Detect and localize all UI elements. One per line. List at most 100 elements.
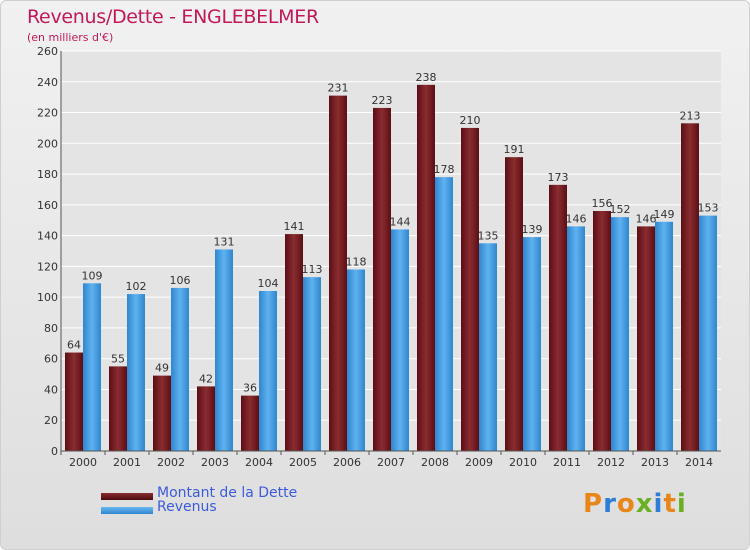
y-tick-label: 160	[37, 199, 58, 212]
chart-subtitle: (en milliers d'€)	[27, 31, 114, 44]
bar-revenus	[435, 177, 453, 451]
data-label: 223	[372, 94, 393, 107]
bar-debt	[681, 123, 699, 452]
logo-letter: t	[663, 489, 677, 519]
data-label: 213	[680, 109, 701, 122]
bar-revenus	[611, 217, 629, 451]
bar-debt	[197, 386, 215, 451]
bar-revenus	[567, 226, 585, 451]
x-tick-label: 2013	[641, 456, 669, 469]
bar-revenus	[391, 229, 409, 451]
bar-debt	[461, 127, 479, 451]
y-tick-label: 260	[37, 45, 58, 58]
data-label: 144	[390, 215, 411, 228]
y-tick-label: 0	[51, 445, 58, 458]
x-tick-label: 2011	[553, 456, 581, 469]
bar-revenus	[171, 287, 189, 451]
data-label: 152	[610, 203, 631, 216]
proxiti-logo: Proxiti	[583, 489, 687, 519]
data-label: 49	[155, 362, 169, 375]
y-tick-label: 220	[37, 107, 58, 120]
data-label: 113	[302, 263, 323, 276]
x-tick-label: 2005	[289, 456, 317, 469]
bar-debt	[417, 84, 435, 451]
bar-revenus	[479, 243, 497, 451]
legend-label-revenus: Revenus	[157, 499, 217, 515]
data-label: 153	[698, 202, 719, 215]
y-tick-label: 100	[37, 291, 58, 304]
data-label: 104	[258, 277, 279, 290]
data-label: 139	[522, 223, 543, 236]
y-tick-label: 40	[44, 383, 58, 396]
logo-letter: o	[616, 489, 636, 519]
x-tick-label: 2003	[201, 456, 229, 469]
bar-debt	[241, 395, 259, 451]
legend-swatch-debt	[101, 493, 153, 500]
bar-debt	[109, 366, 127, 451]
bar-revenus	[523, 237, 541, 451]
bar-revenus	[127, 294, 145, 451]
bar-debt	[373, 107, 391, 451]
data-label: 178	[434, 163, 455, 176]
logo-letter: r	[603, 489, 617, 519]
bar-debt	[329, 95, 347, 451]
y-tick-label: 180	[37, 168, 58, 181]
bar-debt	[65, 352, 83, 451]
data-label: 156	[592, 197, 613, 210]
data-label: 36	[243, 382, 257, 395]
data-label: 102	[126, 280, 147, 293]
bar-debt	[637, 226, 655, 451]
data-label: 146	[566, 212, 587, 225]
x-tick-label: 2001	[113, 456, 141, 469]
x-tick-label: 2000	[69, 456, 97, 469]
data-label: 64	[67, 339, 81, 352]
bar-revenus	[83, 283, 101, 451]
y-tick-label: 120	[37, 260, 58, 273]
bar-revenus	[655, 221, 673, 451]
y-tick-label: 140	[37, 230, 58, 243]
logo-letter: x	[635, 489, 654, 519]
logo-letter: P	[583, 489, 604, 519]
legend-label-debt: Montant de la Dette	[157, 485, 298, 501]
data-label: 141	[284, 220, 305, 233]
logo-letter: i	[676, 489, 687, 519]
bar-revenus	[215, 249, 233, 451]
data-label: 42	[199, 372, 213, 385]
bar-revenus	[303, 277, 321, 451]
bar-debt	[593, 211, 611, 451]
bar-debt	[285, 234, 303, 451]
data-label: 231	[328, 82, 349, 95]
data-label: 109	[82, 269, 103, 282]
data-label: 131	[214, 235, 235, 248]
data-label: 238	[416, 71, 437, 84]
y-tick-label: 200	[37, 137, 58, 150]
bar-debt	[153, 375, 171, 451]
x-tick-label: 2007	[377, 456, 405, 469]
logo-letter: i	[653, 489, 664, 519]
y-tick-label: 80	[44, 322, 58, 335]
data-label: 55	[111, 352, 125, 365]
x-tick-label: 2004	[245, 456, 273, 469]
data-label: 106	[170, 274, 191, 287]
x-tick-label: 2012	[597, 456, 625, 469]
data-label: 149	[654, 208, 675, 221]
data-label: 118	[346, 255, 367, 268]
data-label: 146	[636, 212, 657, 225]
x-tick-label: 2009	[465, 456, 493, 469]
y-tick-label: 20	[44, 414, 58, 427]
data-label: 210	[460, 114, 481, 127]
chart-title: Revenus/Dette - ENGLEBELMER	[27, 6, 319, 28]
y-tick-label: 240	[37, 76, 58, 89]
x-tick-label: 2002	[157, 456, 185, 469]
bar-debt	[505, 157, 523, 451]
legend-swatch-revenus	[101, 507, 153, 514]
bar-revenus	[347, 269, 365, 451]
data-label: 173	[548, 171, 569, 184]
bar-revenus	[259, 291, 277, 451]
x-tick-label: 2006	[333, 456, 361, 469]
bar-debt	[549, 184, 567, 451]
x-tick-label: 2008	[421, 456, 449, 469]
x-tick-label: 2010	[509, 456, 537, 469]
bar-revenus	[699, 215, 717, 451]
